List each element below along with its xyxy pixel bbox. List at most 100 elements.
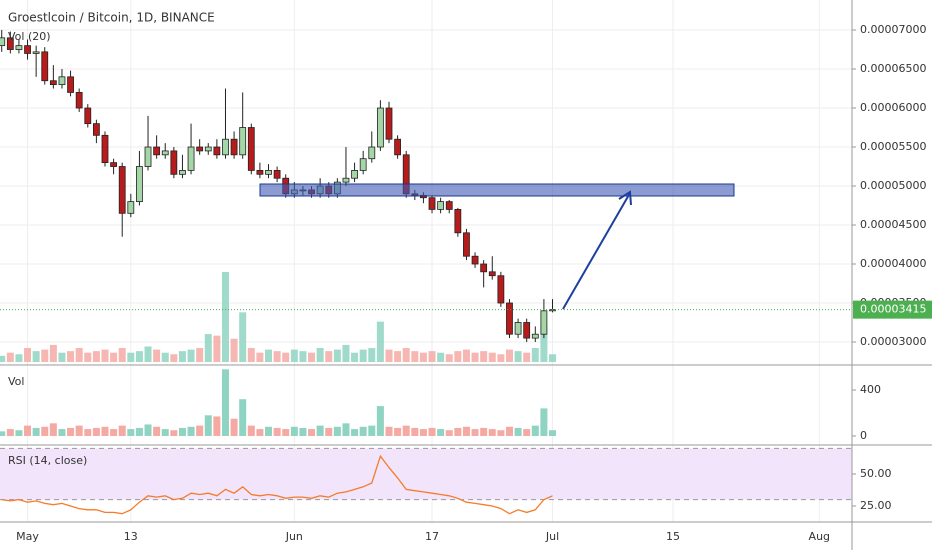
volume-bar: [454, 427, 462, 436]
pane-title: RSI (14, close): [8, 454, 87, 467]
candle-body: [187, 146, 195, 171]
x-tick-label: Jul: [545, 530, 559, 543]
candle-body: [153, 146, 161, 156]
candle-body: [523, 322, 531, 339]
volume-bar: [325, 427, 333, 436]
volume-overlay-bar: [101, 349, 109, 362]
volume-overlay-bar: [445, 354, 453, 362]
volume-bar: [41, 426, 49, 436]
candle-body: [179, 170, 186, 175]
candle-body: [480, 263, 488, 273]
volume-bar: [204, 415, 212, 436]
volume-overlay-bar: [15, 354, 23, 362]
volume-overlay-bar: [549, 354, 557, 362]
candle-body: [0, 37, 6, 47]
x-tick-label: 15: [666, 530, 680, 543]
volume-bar: [540, 408, 548, 436]
y-tick-label: 0.00003000: [860, 335, 926, 348]
volume-overlay-bar: [135, 351, 143, 362]
candle-body: [170, 150, 178, 175]
volume-bar: [385, 426, 393, 436]
candle-body: [394, 138, 402, 156]
volume-overlay-bar: [497, 354, 505, 362]
candle-body: [110, 162, 117, 167]
volume-overlay-bar: [273, 351, 281, 362]
x-tick-label: 13: [124, 530, 138, 543]
volume-overlay-bar: [462, 349, 470, 362]
arrow-annotation: [562, 192, 631, 310]
candle-body: [506, 302, 513, 335]
volume-bar: [505, 426, 513, 436]
zone-annotation: [259, 183, 735, 197]
volume-bar: [230, 418, 238, 436]
volume-bar: [161, 429, 169, 436]
volume-overlay-bar: [239, 312, 247, 362]
volume-overlay-bar: [333, 349, 341, 362]
volume-overlay-bar: [308, 352, 316, 362]
volume-bar: [49, 423, 57, 436]
volume-bar: [273, 427, 281, 436]
candle-body: [92, 123, 100, 136]
volume-bar: [437, 429, 445, 436]
volume-overlay-bar: [67, 351, 75, 362]
volume-overlay-bar: [187, 349, 195, 362]
candle-body: [376, 107, 384, 148]
volume-overlay-bar: [92, 351, 100, 362]
volume-bar: [239, 399, 247, 436]
pane-title: Vol: [8, 375, 24, 388]
volume-overlay-bar: [523, 352, 531, 362]
volume-overlay-bar: [419, 352, 427, 362]
volume-bar: [342, 423, 350, 436]
y-tick-label: 0.00006500: [860, 62, 926, 75]
x-tick-label: Jun: [285, 530, 303, 543]
candle-body: [136, 166, 143, 203]
candle-body: [161, 150, 169, 156]
candle-body: [144, 146, 152, 167]
candle-body: [15, 45, 23, 50]
volume-bar: [67, 427, 75, 436]
volume-bar: [15, 430, 23, 436]
volume-overlay-bar: [161, 352, 169, 362]
volume-overlay-bar: [230, 338, 238, 362]
volume-overlay-bar: [402, 348, 410, 362]
candle-body: [222, 138, 229, 156]
volume-bar: [118, 425, 126, 436]
y-tick-label: 0.00004000: [860, 257, 926, 270]
rsi-line: [1, 454, 553, 515]
volume-overlay-bar: [6, 352, 14, 362]
candle-body: [531, 333, 539, 339]
candle-body: [256, 170, 264, 175]
volume-bar: [394, 427, 402, 436]
candle-body: [213, 146, 221, 156]
volume-overlay-bar: [316, 348, 324, 362]
volume-bar: [514, 427, 522, 436]
volume-bar: [359, 426, 367, 436]
volume-overlay-bar: [385, 349, 393, 362]
volume-overlay-bar: [58, 352, 66, 362]
volume-bar: [282, 429, 290, 436]
volume-overlay-bar: [0, 355, 6, 362]
volume-overlay-bar: [376, 321, 384, 362]
volume-overlay-bar: [178, 351, 186, 362]
volume-overlay-bar: [75, 348, 83, 362]
volume-bar: [84, 429, 92, 436]
volume-overlay-bar: [437, 352, 445, 362]
volume-overlay-bar: [256, 352, 264, 362]
volume-bar: [170, 430, 178, 436]
volume-overlay-bar: [428, 351, 436, 362]
y-tick-label: 0.00005000: [860, 179, 926, 192]
volume-bar: [419, 429, 427, 436]
volume-bar: [92, 427, 100, 436]
candle-body: [342, 177, 350, 183]
volume-bar: [411, 427, 419, 436]
grid: [0, 0, 852, 522]
volume-overlay-bar: [290, 349, 298, 362]
volume-bar: [24, 425, 32, 436]
volume-bar: [196, 425, 204, 436]
rsi-band: [0, 448, 852, 500]
y-tick-label: 0.00005500: [860, 140, 926, 153]
volume-bar: [101, 426, 109, 436]
y-tick-label: 400: [860, 383, 881, 396]
volume-overlay-bar: [488, 352, 496, 362]
volume-overlay-bar: [540, 324, 548, 362]
